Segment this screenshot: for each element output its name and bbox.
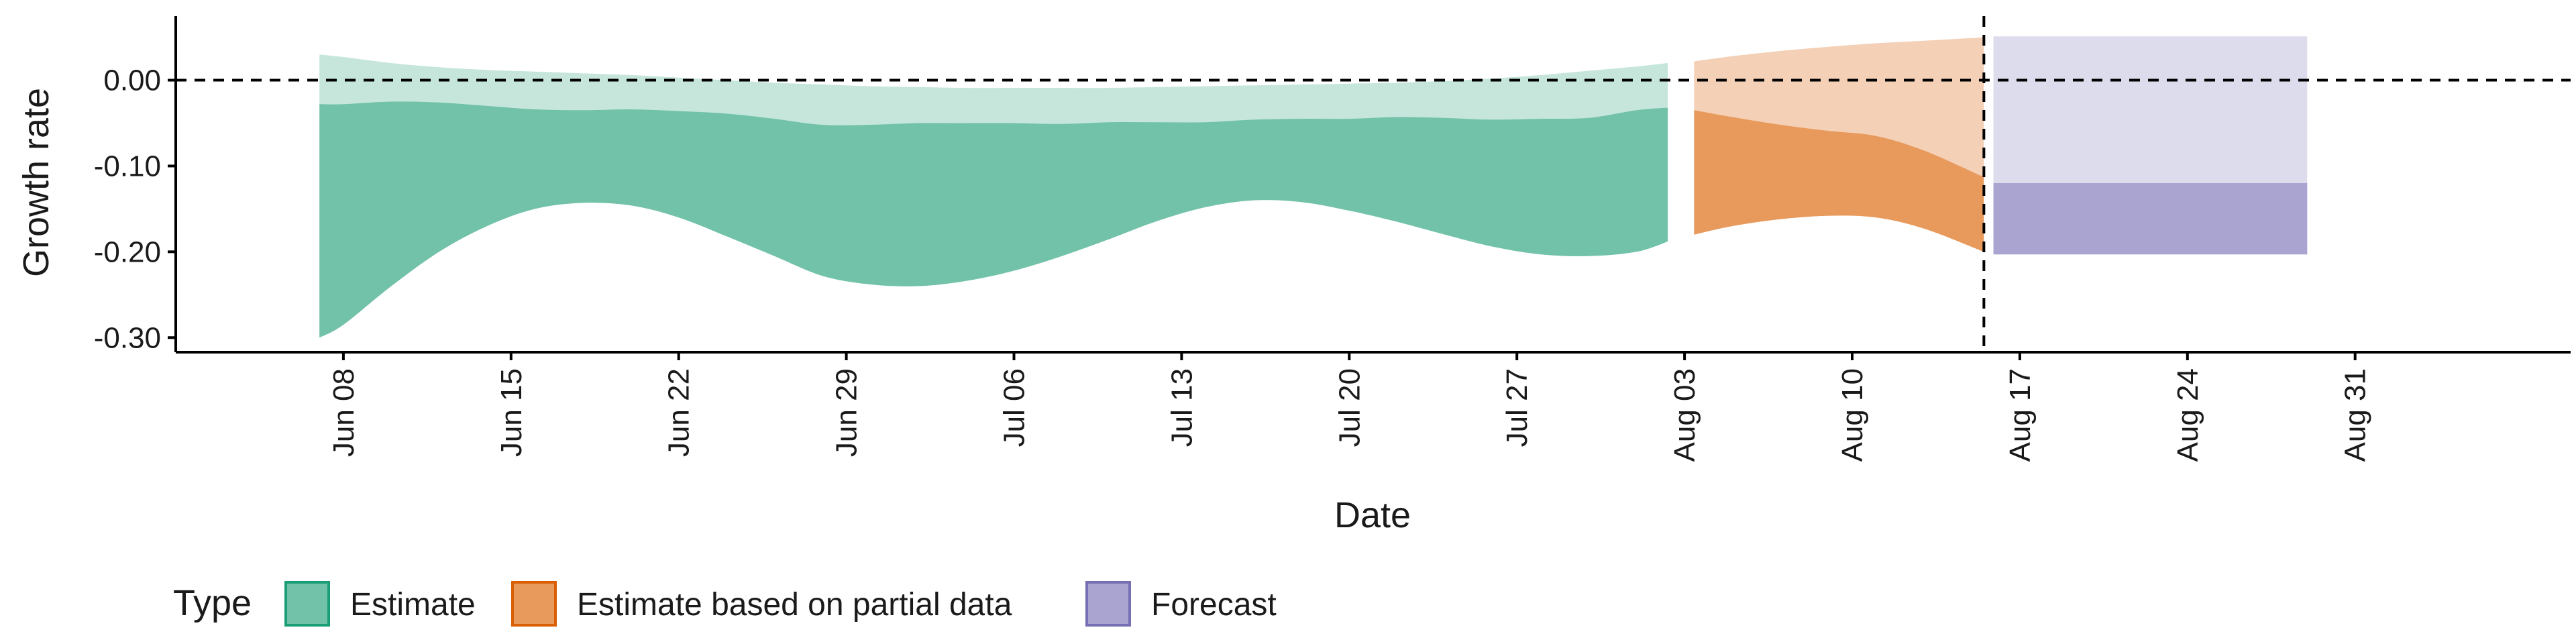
x-tick-label: Jul 06 xyxy=(998,368,1031,447)
y-tick-label: -0.10 xyxy=(94,150,161,182)
legend-swatch-forecast xyxy=(1085,581,1131,627)
x-tick-label: Aug 03 xyxy=(1668,368,1701,462)
legend-label-forecast: Forecast xyxy=(1151,587,1277,623)
x-tick-label: Jun 08 xyxy=(327,368,360,457)
y-tick-label: -0.20 xyxy=(94,235,161,268)
x-tick-label: Aug 10 xyxy=(1836,368,1869,462)
x-axis-title: Date xyxy=(1334,495,1411,535)
y-tick-label: 0.00 xyxy=(103,64,161,97)
axes-layer: 0.00 -0.10 -0.20 -0.30 Jun 08 Jun 15 Jun 22 Jun… xyxy=(94,16,2571,462)
x-tick-label: Jun 22 xyxy=(663,368,696,457)
x-tick-label: Aug 31 xyxy=(2339,368,2372,462)
x-tick-label: Jun 29 xyxy=(830,368,863,457)
legend-label-partial: Estimate based on partial data xyxy=(577,587,1012,623)
estimate-inner-interval xyxy=(319,101,1668,338)
x-tick-label: Aug 17 xyxy=(2004,368,2037,462)
legend: Type Estimate Estimate based on partial da… xyxy=(173,581,1277,627)
x-tick-label: Aug 24 xyxy=(2171,368,2204,462)
ribbon-layer xyxy=(319,36,2308,338)
forecast-inner-interval xyxy=(1993,183,2308,255)
legend-swatch-estimate xyxy=(284,581,330,627)
estimate-based-on-partial-data-inner-interval xyxy=(1694,110,1984,252)
y-tick-label: -0.30 xyxy=(94,321,161,354)
x-tick-label: Jul 20 xyxy=(1333,368,1366,447)
legend-label-estimate: Estimate xyxy=(350,587,476,623)
x-tick-label: Jul 27 xyxy=(1501,368,1534,447)
legend-swatch-partial xyxy=(511,581,557,627)
x-tick-label: Jun 15 xyxy=(495,368,528,457)
y-axis-title: Growth rate xyxy=(16,88,56,277)
legend-title: Type xyxy=(173,583,252,623)
x-tick-label: Jul 13 xyxy=(1165,368,1198,447)
